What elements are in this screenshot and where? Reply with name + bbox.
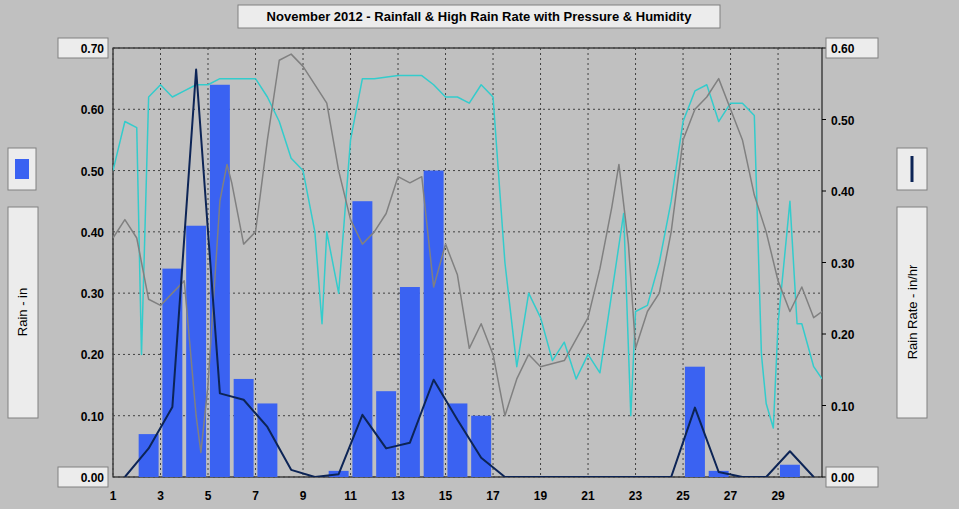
y-axis-label: Rain - in — [15, 288, 30, 336]
y-tick-label: 0.30 — [81, 287, 105, 301]
marks — [113, 54, 822, 477]
x-tick-label: 11 — [344, 489, 357, 503]
x-tick-label: 13 — [391, 489, 405, 503]
y2-tick-label: 0.30 — [831, 257, 855, 271]
x-tick-label: 21 — [581, 489, 595, 503]
axis-label-box — [897, 207, 927, 418]
x-tick-label: 23 — [629, 489, 643, 503]
y-tick-label: 0.60 — [81, 103, 105, 117]
rain-bar — [234, 379, 254, 477]
tick-box — [826, 467, 878, 487]
y-tick-label: 0.40 — [81, 226, 105, 240]
grid-line — [778, 48, 779, 477]
title: November 2012 - Rainfall & High Rain Rat… — [267, 9, 693, 24]
rain-bar — [780, 465, 800, 477]
y2-tick-label: 0.20 — [831, 328, 855, 342]
grid-line — [588, 48, 589, 477]
y-tick-label: 0.50 — [81, 165, 105, 179]
x-tick-label: 3 — [157, 489, 164, 503]
x-tick-label: 5 — [205, 489, 212, 503]
background — [0, 0, 959, 509]
x-tick-label: 25 — [676, 489, 690, 503]
rain-bar — [186, 226, 206, 477]
y-tick-label: 0.20 — [81, 348, 105, 362]
rain-rate-line — [125, 69, 814, 477]
rain-bar — [447, 403, 467, 477]
y2-tick — [822, 405, 826, 406]
legend-box — [8, 148, 36, 190]
y-tick-label: 0.70 — [81, 42, 105, 56]
grid-line — [445, 48, 446, 477]
x-tick-label: 15 — [439, 489, 453, 503]
y-tick-label: 0.10 — [81, 410, 105, 424]
grid-line — [160, 48, 161, 477]
x-tick-label: 1 — [110, 489, 117, 503]
y2-axis-label: Rain Rate - in/hr — [905, 264, 920, 359]
chart: November 2012 - Rainfall & High Rain Rat… — [0, 0, 959, 509]
y2-tick — [822, 477, 826, 478]
grid-line — [730, 48, 731, 477]
legend-swatch — [15, 159, 29, 179]
y2-tick-label: 0.10 — [831, 400, 855, 414]
y2-tick-label: 0.40 — [831, 185, 855, 199]
plot-frame — [113, 48, 822, 477]
axis-label-box — [8, 207, 38, 418]
rain-bar — [281, 477, 301, 478]
y2-tick-label: 0.50 — [831, 114, 855, 128]
y-tick-label: 0.00 — [81, 471, 105, 485]
grid-line — [398, 48, 399, 477]
grid-line — [208, 48, 209, 477]
grid-line — [683, 48, 684, 477]
x-tick-label: 17 — [486, 489, 500, 503]
grid-line — [113, 48, 822, 49]
grid-line — [303, 48, 304, 477]
x-tick-label: 7 — [252, 489, 259, 503]
y2-tick — [822, 334, 826, 335]
y2-tick — [822, 119, 826, 120]
y2-tick-label: 0.60 — [831, 42, 855, 56]
grid-line — [635, 48, 636, 477]
x-tick-label: 29 — [771, 489, 785, 503]
rain-bar — [685, 367, 705, 477]
y2-tick — [822, 191, 826, 192]
legend-swatch — [911, 156, 914, 182]
x-tick-label: 19 — [534, 489, 548, 503]
x-tick-label: 27 — [724, 489, 738, 503]
grid-line — [540, 48, 541, 477]
tick-box — [826, 38, 878, 58]
title-box — [238, 5, 720, 28]
rain-bar — [210, 85, 230, 477]
y2-tick — [822, 48, 826, 49]
grid-line — [350, 48, 351, 477]
y2-tick-label: 0.00 — [831, 471, 855, 485]
legend-box — [897, 148, 927, 190]
grid-line — [113, 48, 114, 477]
tick-box — [58, 467, 108, 487]
y2-tick — [822, 262, 826, 263]
rain-bar — [376, 391, 396, 477]
tick-box — [58, 38, 108, 58]
x-tick-label: 9 — [300, 489, 307, 503]
rain-bar — [400, 287, 420, 477]
